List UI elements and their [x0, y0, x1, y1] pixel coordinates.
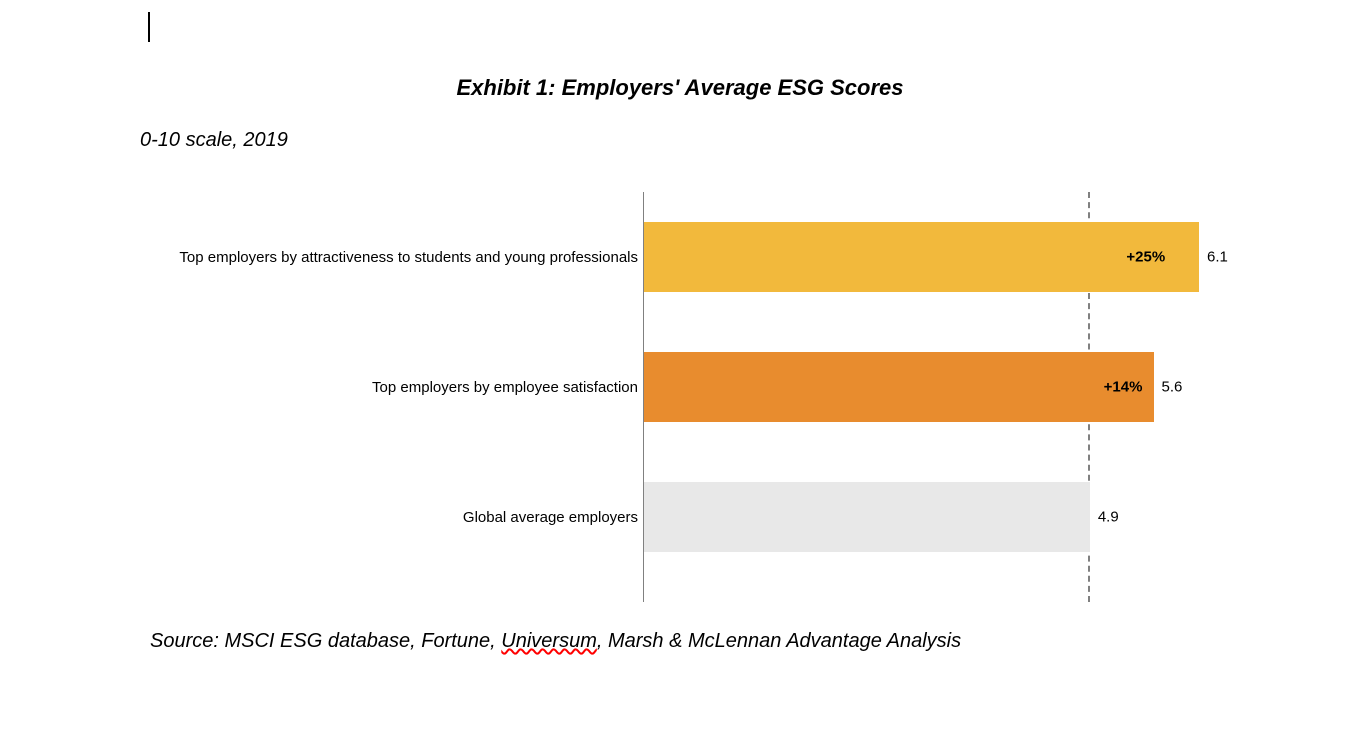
bar-annotation: +14%: [1104, 379, 1143, 396]
bar-value: 4.9: [1098, 509, 1119, 526]
bar-row-satisfaction: Top employers by employee satisfaction +…: [140, 352, 1230, 422]
bar-annotation: +25%: [1126, 249, 1165, 266]
bar-value: 5.6: [1162, 379, 1183, 396]
bar-label: Top employers by attractiveness to stude…: [179, 249, 638, 266]
source-prefix: Source: MSCI ESG database, Fortune,: [150, 630, 501, 652]
source-suffix: , Marsh & McLennan Advantage Analysis: [597, 630, 961, 652]
bar-rect: [644, 352, 1154, 422]
bar-row-attractiveness: Top employers by attractiveness to stude…: [140, 222, 1230, 292]
chart-container: Exhibit 1: Employers' Average ESG Scores…: [130, 75, 1230, 612]
source-underlined-word: Universum: [501, 630, 597, 652]
bar-label: Top employers by employee satisfaction: [372, 379, 638, 396]
source-citation: Source: MSCI ESG database, Fortune, Univ…: [150, 630, 961, 653]
bar-rect: [644, 482, 1090, 552]
chart-title: Exhibit 1: Employers' Average ESG Scores: [130, 75, 1230, 101]
bar-label: Global average employers: [463, 509, 638, 526]
chart-subtitle: 0-10 scale, 2019: [140, 129, 1230, 152]
bar-row-global-average: Global average employers 4.9: [140, 482, 1230, 552]
bar-rect: [644, 222, 1199, 292]
bar-value: 6.1: [1207, 249, 1228, 266]
chart-area: Top employers by attractiveness to stude…: [140, 192, 1230, 612]
text-cursor-mark: [148, 12, 150, 42]
